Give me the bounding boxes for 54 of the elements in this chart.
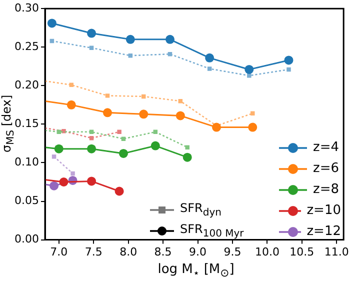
- point: [176, 111, 185, 120]
- legend-label: z=4: [313, 140, 339, 155]
- legend-label: z=10: [306, 203, 341, 218]
- annotation: SFR$_{100 Myr}$: [180, 222, 244, 240]
- point: [70, 171, 75, 176]
- point: [207, 66, 212, 71]
- legend-label: z=8: [313, 182, 339, 197]
- point: [114, 186, 124, 196]
- annotation: SFR$_{dyn}$: [180, 201, 222, 218]
- point: [105, 94, 110, 98]
- x-tick-label: 8.0: [120, 245, 138, 258]
- point: [59, 178, 68, 186]
- point: [87, 144, 96, 154]
- point: [47, 18, 56, 28]
- x-tick-label: 10.0: [254, 245, 280, 258]
- point: [66, 100, 76, 110]
- y-tick-label: 0.15: [14, 117, 39, 130]
- point: [121, 136, 126, 141]
- point: [286, 67, 291, 72]
- point: [205, 53, 214, 62]
- x-tick-label: 7.5: [84, 245, 102, 258]
- point: [126, 34, 135, 44]
- point: [150, 141, 160, 150]
- x-axis-title: log M$_{⋆}$ [M$_{⊙}$]: [156, 262, 236, 280]
- y-tick-label: 0.20: [14, 78, 39, 92]
- legend-label: z=6: [313, 161, 339, 176]
- point: [185, 145, 190, 150]
- point: [87, 176, 96, 186]
- x-tick-label: 9.5: [224, 245, 242, 258]
- x-tick-label: 11.0: [324, 245, 349, 258]
- point: [212, 122, 222, 132]
- point: [102, 108, 112, 118]
- point: [165, 34, 174, 44]
- x-tick-label: 9.0: [189, 245, 207, 258]
- point: [54, 144, 64, 154]
- y-tick-label: 0.05: [14, 194, 39, 208]
- point: [87, 28, 96, 38]
- point: [50, 181, 59, 190]
- x-tick-label: 7.0: [50, 245, 68, 258]
- legend-label: z=12: [306, 224, 341, 239]
- point: [244, 64, 254, 74]
- y-tick-label: 0.30: [14, 1, 39, 14]
- y-tick-label: 0.25: [14, 40, 39, 53]
- point: [118, 148, 128, 158]
- point: [182, 152, 192, 162]
- point: [248, 122, 258, 132]
- point: [117, 130, 122, 134]
- point: [247, 74, 252, 78]
- point: [284, 56, 294, 65]
- y-tick-label: 0.10: [14, 156, 39, 169]
- point: [139, 110, 148, 119]
- x-tick-label: 8.5: [154, 245, 172, 258]
- x-tick-label: 10.5: [290, 245, 314, 258]
- y-tick-label: 0.00: [14, 232, 39, 246]
